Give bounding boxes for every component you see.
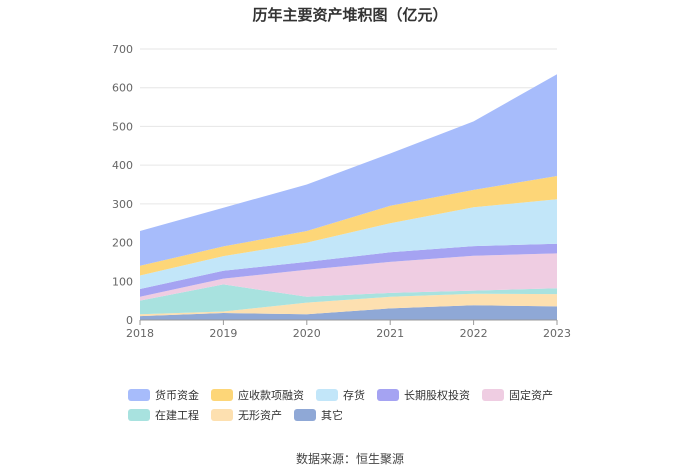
- legend-label: 存货: [343, 389, 365, 402]
- y-tick-label: 300: [112, 198, 133, 211]
- legend-swatch: [316, 389, 338, 401]
- x-tick-label: 2018: [126, 327, 154, 340]
- x-tick-label: 2019: [209, 327, 237, 340]
- legend-item[interactable]: 无形资产: [211, 408, 282, 422]
- legend-swatch: [482, 389, 504, 401]
- legend-item[interactable]: 长期股权投资: [377, 388, 470, 402]
- y-tick-label: 0: [126, 314, 133, 327]
- legend-item[interactable]: 存货: [316, 388, 365, 402]
- legend-label: 货币资金: [155, 389, 199, 402]
- legend-label: 应收款项融资: [238, 389, 304, 402]
- area-固定资产: [140, 253, 557, 301]
- legend-swatch: [294, 409, 316, 421]
- legend: 货币资金 应收款项融资 存货 长期股权投资 固定资产在建工程 无形资产 其它: [128, 388, 598, 422]
- legend-swatch: [128, 389, 150, 401]
- y-tick-label: 100: [112, 275, 133, 288]
- y-tick-label: 600: [112, 82, 133, 95]
- source-note: 数据来源：恒生聚源: [295, 452, 404, 466]
- area-存货: [140, 199, 557, 289]
- legend-swatch: [128, 409, 150, 421]
- legend-item[interactable]: 在建工程: [128, 408, 199, 422]
- legend-swatch: [211, 409, 233, 421]
- legend-label: 长期股权投资: [404, 389, 470, 402]
- x-tick-label: 2020: [293, 327, 321, 340]
- legend-item[interactable]: 其它: [294, 408, 343, 422]
- legend-item[interactable]: 应收款项融资: [211, 388, 304, 402]
- area-长期股权投资: [140, 243, 557, 297]
- x-tick-label: 2023: [543, 327, 571, 340]
- area-series: [140, 74, 557, 320]
- area-无形资产: [140, 293, 557, 317]
- area-其它: [140, 305, 557, 320]
- x-tick-label: 2021: [376, 327, 404, 340]
- legend-swatch: [211, 389, 233, 401]
- y-tick-label: 200: [112, 237, 133, 250]
- legend-label: 在建工程: [155, 409, 199, 422]
- legend-label: 固定资产: [509, 389, 553, 402]
- x-tick-label: 2022: [460, 327, 488, 340]
- y-tick-label: 400: [112, 159, 133, 172]
- y-tick-label: 500: [112, 120, 133, 133]
- y-tick-label: 700: [112, 43, 133, 56]
- legend-item[interactable]: 固定资产: [482, 388, 553, 402]
- area-在建工程: [140, 284, 557, 315]
- legend-swatch: [377, 389, 399, 401]
- legend-item[interactable]: 货币资金: [128, 388, 199, 402]
- legend-label: 无形资产: [238, 409, 282, 422]
- chart-title: 历年主要资产堆积图（亿元）: [252, 6, 448, 24]
- area-应收款项融资: [140, 176, 557, 276]
- legend-label: 其它: [321, 409, 343, 422]
- area-货币资金: [140, 74, 557, 266]
- axes: 0 100 200 300 400 500 600 700 2018 2019 2020 2021 20…: [112, 43, 571, 340]
